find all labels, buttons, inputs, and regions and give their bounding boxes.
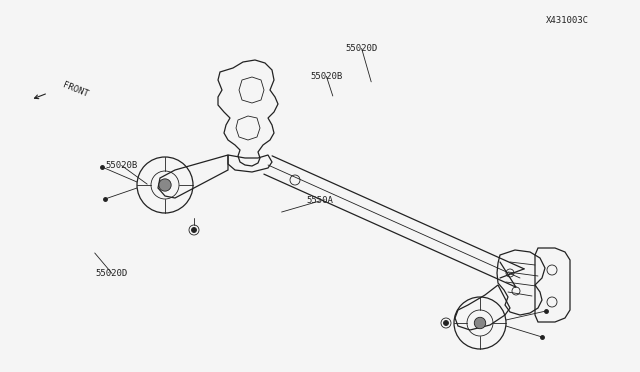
- Text: 5550A: 5550A: [307, 196, 333, 205]
- Circle shape: [191, 228, 196, 232]
- Text: X431003C: X431003C: [546, 16, 589, 25]
- Text: 55020B: 55020B: [106, 161, 138, 170]
- Text: FRONT: FRONT: [61, 80, 89, 99]
- Circle shape: [159, 179, 171, 191]
- Circle shape: [474, 317, 486, 329]
- Text: 55020D: 55020D: [346, 44, 378, 53]
- Text: 55020D: 55020D: [96, 269, 128, 278]
- Text: 55020B: 55020B: [310, 72, 342, 81]
- Circle shape: [444, 321, 449, 326]
